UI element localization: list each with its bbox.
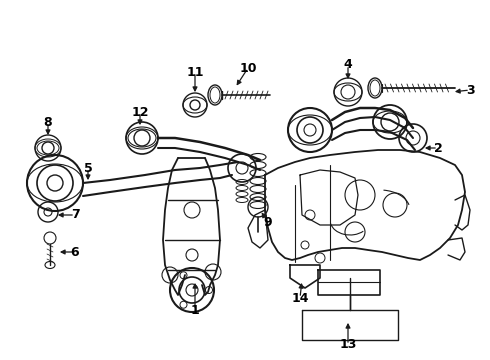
Text: 7: 7 — [71, 208, 79, 221]
Text: 13: 13 — [339, 338, 357, 351]
Text: 9: 9 — [264, 216, 272, 229]
Text: 4: 4 — [343, 58, 352, 72]
Text: 1: 1 — [191, 303, 199, 316]
Text: 12: 12 — [131, 105, 149, 118]
Text: 10: 10 — [239, 62, 257, 75]
Text: 5: 5 — [84, 162, 93, 175]
Text: 11: 11 — [186, 66, 204, 78]
Text: 14: 14 — [291, 292, 309, 305]
Text: 6: 6 — [71, 246, 79, 258]
Text: 3: 3 — [466, 84, 474, 96]
Text: 2: 2 — [434, 141, 442, 154]
Text: 8: 8 — [44, 116, 52, 129]
